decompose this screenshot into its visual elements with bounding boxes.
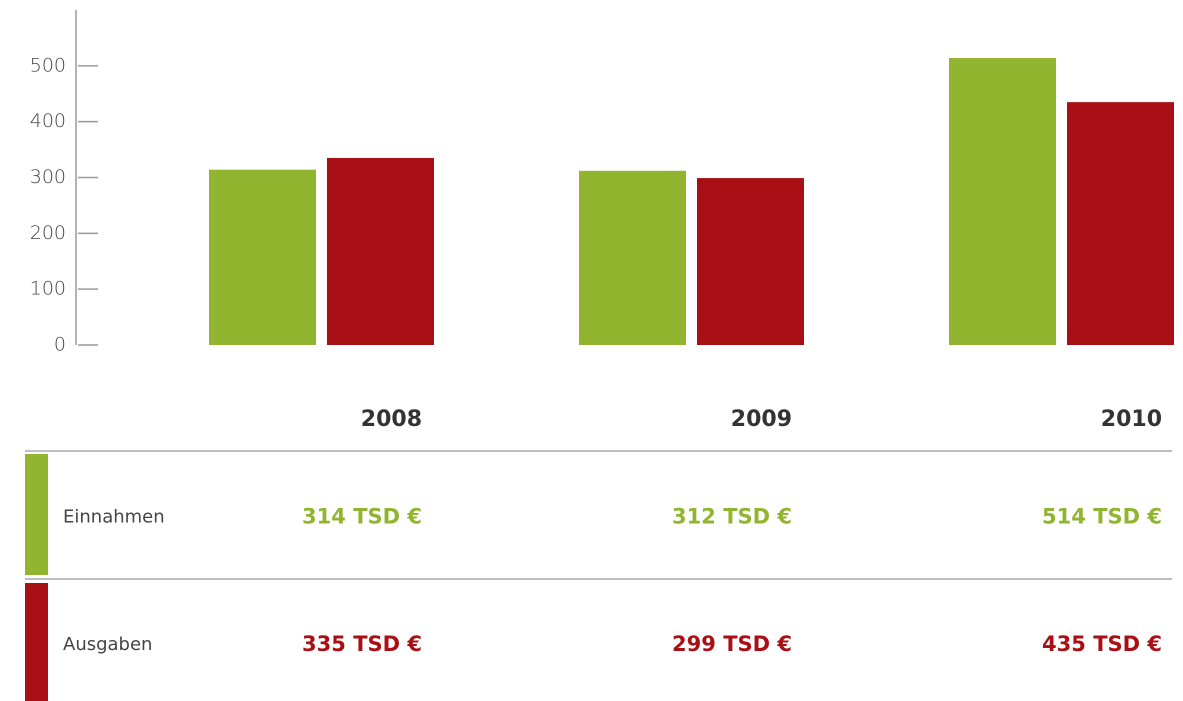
value-label: 435 TSD €	[1042, 632, 1162, 656]
x-tick-label: 2008	[361, 407, 422, 432]
legend-label: Einnahmen	[63, 507, 165, 528]
value-label: 514 TSD €	[1042, 505, 1162, 529]
y-tick-label: 300	[30, 166, 66, 188]
legend-swatch	[25, 583, 48, 701]
value-label: 312 TSD €	[672, 505, 792, 529]
x-tick-label: 2010	[1101, 407, 1162, 432]
value-label: 314 TSD €	[302, 505, 422, 529]
bar	[949, 58, 1056, 346]
y-tick-label: 0	[54, 334, 66, 356]
legend-swatch	[25, 454, 48, 575]
bar	[1067, 102, 1174, 345]
bar	[697, 178, 804, 345]
y-tick-label: 400	[30, 110, 66, 132]
legend-label: Ausgaben	[63, 634, 152, 655]
y-tick-label: 500	[30, 54, 66, 76]
y-tick-label: 200	[30, 222, 66, 244]
bar	[579, 170, 686, 345]
bar	[327, 157, 434, 345]
value-label: 299 TSD €	[672, 632, 792, 656]
bar	[209, 169, 316, 345]
value-label: 335 TSD €	[302, 632, 422, 656]
y-tick-label: 100	[30, 278, 66, 300]
x-tick-label: 2009	[731, 407, 792, 432]
